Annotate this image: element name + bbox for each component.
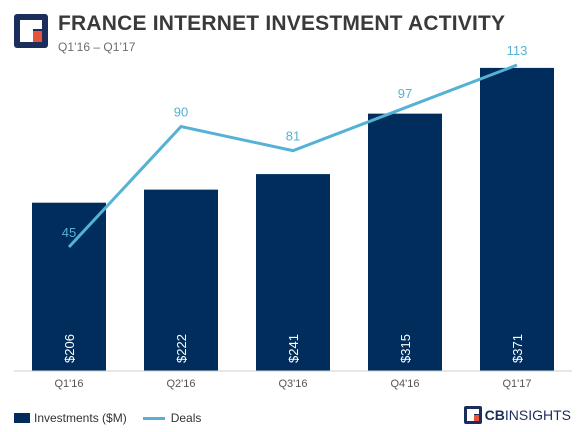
bar-value-label: $222 [174, 334, 189, 363]
legend-swatch-investments [14, 413, 30, 423]
bar-value-label: $241 [286, 334, 301, 363]
x-tick-label: Q4'16 [390, 378, 419, 390]
x-tick-label: Q2'16 [166, 378, 195, 390]
bar-4 [368, 113, 442, 372]
deals-value-label: 45 [62, 225, 76, 240]
bar-series [32, 67, 554, 372]
cbinsights-brand: CB INSIGHTS [463, 406, 571, 424]
brand-insights: INSIGHTS [504, 407, 571, 423]
bar-value-label: $206 [62, 334, 77, 363]
bar-5 [480, 67, 554, 371]
cb-logo-icon [14, 14, 48, 48]
x-tick-labels: Q1'16 Q2'16 Q3'16 Q4'16 Q1'17 [54, 378, 531, 390]
deals-value-label: 81 [286, 129, 300, 144]
legend-label-investments: Investments ($M) [34, 411, 127, 425]
cbinsights-logo-icon [463, 406, 482, 424]
chart-title: FRANCE INTERNET INVESTMENT ACTIVITY [58, 12, 506, 35]
deals-line [67, 63, 518, 249]
legend-item-investments: Investments ($M) [14, 411, 127, 425]
bar-value-label: $371 [510, 334, 525, 363]
deals-value-label: 113 [507, 43, 528, 58]
bar-3 [256, 174, 330, 371]
bar-labels: $206 $222 $241 $315 $371 [62, 334, 525, 363]
x-tick-label: Q3'16 [278, 378, 307, 390]
legend: Investments ($M) Deals [14, 408, 217, 428]
chart-subtitle: Q1’16 – Q1’17 [58, 40, 136, 54]
deals-value-label: 90 [174, 105, 188, 120]
deals-value-label: 97 [398, 86, 412, 101]
x-tick-label: Q1'16 [54, 378, 83, 390]
legend-swatch-deals [142, 416, 165, 420]
x-tick-label: Q1'17 [502, 378, 531, 390]
legend-label-deals: Deals [170, 411, 202, 425]
legend-item-deals: Deals [142, 411, 202, 425]
bar-value-label: $315 [398, 334, 413, 363]
brand-cb: CB [484, 407, 505, 423]
bar-1 [32, 202, 106, 371]
bar-2 [144, 189, 218, 371]
deals-labels: 45 90 81 97 113 [62, 43, 528, 240]
